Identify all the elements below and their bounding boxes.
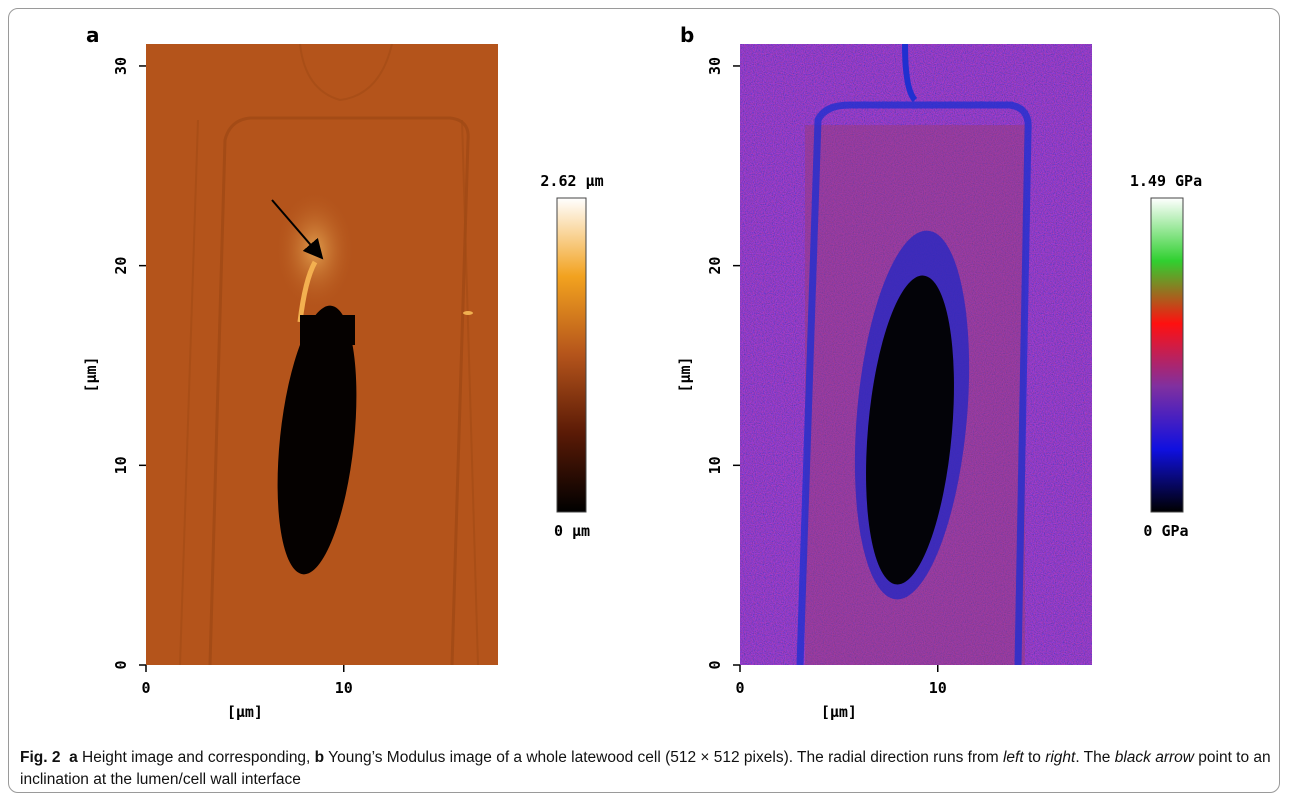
caption-text: . The [1075, 749, 1115, 766]
caption: Fig. 2 a Height image and corresponding,… [20, 747, 1278, 791]
x-tick-label: 10 [335, 679, 353, 697]
colorbar [556, 197, 587, 513]
y-tick-label: 30 [112, 57, 130, 75]
arrow [271, 199, 324, 260]
y-tick-label: 20 [112, 257, 130, 275]
colorbar-min-label: 0 GPa [1143, 522, 1188, 540]
panel-label: b [680, 23, 694, 47]
colorbar-max-label: 1.49 GPa [1130, 172, 1202, 190]
y-tick-label: 20 [706, 257, 724, 275]
x-tick-label: 0 [735, 679, 744, 697]
figure: a 0 10 0 10 20 30 [µm] [µm] 2.62 µm 0 µm b 0 10 0 10 20 3… [82, 23, 1202, 721]
caption-text: Fig. 2 [20, 749, 61, 766]
y-tick-label: 0 [112, 660, 130, 669]
caption-text: Young’s Modulus image of a whole latewoo… [324, 749, 1003, 766]
y-axis-label: [µm] [82, 356, 100, 392]
x-axis-label: [µm] [227, 703, 263, 721]
y-tick-label: 30 [706, 57, 724, 75]
figure-frame [8, 8, 1280, 793]
caption-text: Height image and corresponding, [77, 749, 315, 766]
y-tick-label: 10 [112, 456, 130, 474]
caption-text: b [314, 749, 325, 766]
colorbar-max-label: 2.62 µm [540, 172, 603, 190]
x-tick-label: 10 [929, 679, 947, 697]
y-tick-label: 10 [706, 456, 724, 474]
modulus-image [740, 44, 1092, 665]
caption-text: right [1045, 749, 1076, 766]
x-tick-label: 0 [141, 679, 150, 697]
caption-text: point to an inclination at the lumen/cel… [20, 749, 1275, 788]
colorbar-min-label: 0 µm [554, 522, 590, 540]
caption-text: black arrow [1114, 749, 1194, 766]
height-image [146, 44, 498, 665]
y-axis-label: [µm] [676, 356, 694, 392]
caption-text: a [60, 749, 78, 766]
y-tick-label: 0 [706, 660, 724, 669]
caption-text: left [1002, 749, 1024, 766]
x-axis-label: [µm] [821, 703, 857, 721]
caption-text: to [1023, 749, 1046, 766]
panel-label: a [86, 23, 100, 47]
colorbar [1150, 197, 1184, 513]
